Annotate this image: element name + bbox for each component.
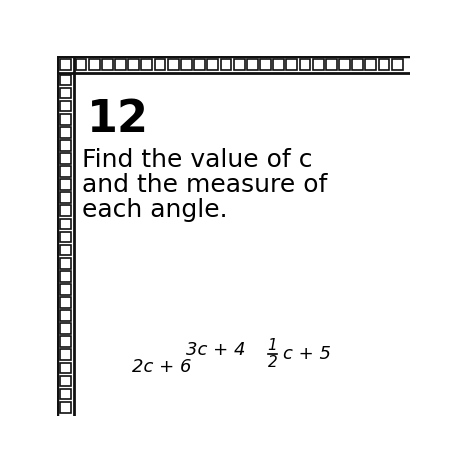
Bar [259,59,270,70]
Bar [128,59,139,70]
Bar [207,59,218,70]
Bar [154,59,165,70]
Bar [391,59,402,70]
Text: 1: 1 [267,338,277,353]
Bar [60,258,71,269]
Text: Find the value of c: Find the value of c [81,149,312,172]
Bar [60,101,71,112]
Bar [60,219,71,229]
Bar [60,375,71,386]
Bar [194,59,205,70]
Text: 3c + 4: 3c + 4 [186,340,245,359]
Bar [60,389,71,399]
Bar [220,59,231,70]
Bar [60,245,71,255]
Bar [60,179,71,190]
Bar [60,349,71,360]
Bar [60,271,71,282]
Bar [60,232,71,242]
Bar [60,153,71,164]
Bar [325,59,336,70]
Bar [246,59,257,70]
Bar [115,59,126,70]
Bar [352,59,362,70]
Bar [364,59,375,70]
Text: 2c + 6: 2c + 6 [131,358,191,376]
Bar [60,362,71,373]
Bar [60,127,71,138]
Text: 2: 2 [267,355,277,370]
Bar [378,59,389,70]
Bar [286,59,297,70]
Bar [233,59,244,70]
Text: each angle.: each angle. [81,198,227,222]
Bar [60,205,71,216]
Bar [102,59,112,70]
Bar [60,59,71,70]
Bar [141,59,152,70]
Bar [299,59,310,70]
Bar [60,336,71,347]
Text: and the measure of: and the measure of [81,173,326,197]
Bar [60,310,71,321]
Bar [167,59,178,70]
Bar [339,59,349,70]
Bar [181,59,192,70]
Bar [60,323,71,334]
Bar [60,75,71,85]
Bar [60,140,71,151]
Bar [60,114,71,125]
Text: c + 5: c + 5 [282,345,330,363]
Text: 12: 12 [86,99,148,142]
Bar [76,59,86,70]
Bar [60,88,71,99]
Bar [60,402,71,412]
Bar [60,192,71,203]
Bar [273,59,283,70]
Bar [60,297,71,308]
Bar [60,166,71,177]
Bar [89,59,99,70]
Bar [312,59,323,70]
Bar [60,284,71,295]
